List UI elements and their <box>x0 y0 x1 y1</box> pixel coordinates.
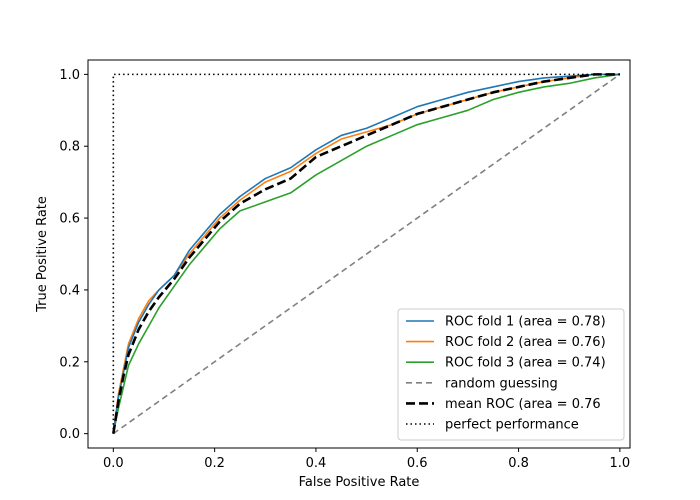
plot-frame <box>87 59 631 449</box>
y-tick-label: 0.6 <box>59 212 80 227</box>
series-layer <box>112 73 621 435</box>
legend-entry: perfect performance <box>445 418 579 433</box>
y-tick-label: 0.4 <box>59 283 80 298</box>
y-tick-label: 1.0 <box>59 68 80 83</box>
series-line-4 <box>112 73 620 434</box>
y-tick-label: 0.2 <box>59 355 80 370</box>
x-tick-label: 0.8 <box>508 456 529 471</box>
tick-layer: 0.0 0.2 0.4 0.6 0.8 1.0 0.0 0.2 0.4 0.6 0.8 1.0 <box>59 68 630 471</box>
legend-box <box>397 308 625 441</box>
x-tick-label: 0.0 <box>103 456 124 471</box>
legend-entry: ROC fold 1 (area = 0.78) <box>445 315 606 330</box>
x-tick-label: 0.2 <box>204 456 225 471</box>
legend-entry: ROC fold 2 (area = 0.76) <box>445 335 606 350</box>
y-tick-label: 0.0 <box>59 427 80 442</box>
legend: ROC fold 1 (area = 0.78) ROC fold 2 (area… <box>397 308 625 441</box>
x-tick-label: 1.0 <box>610 456 631 471</box>
x-tick-label: 0.6 <box>407 456 428 471</box>
x-tick-label: 0.4 <box>306 456 327 471</box>
series-line-0 <box>112 73 620 434</box>
series-line-3 <box>112 73 621 435</box>
legend-entry: ROC fold 3 (area = 0.74) <box>445 356 606 371</box>
y-tick-label: 0.8 <box>59 140 80 155</box>
x-axis-label: False Positive Rate <box>299 475 420 490</box>
legend-entry: mean ROC (area = 0.76 <box>445 397 601 412</box>
series-line-2 <box>112 73 620 434</box>
y-axis-label: True Positive Rate <box>35 196 50 313</box>
legend-entry: random guessing <box>445 376 558 391</box>
